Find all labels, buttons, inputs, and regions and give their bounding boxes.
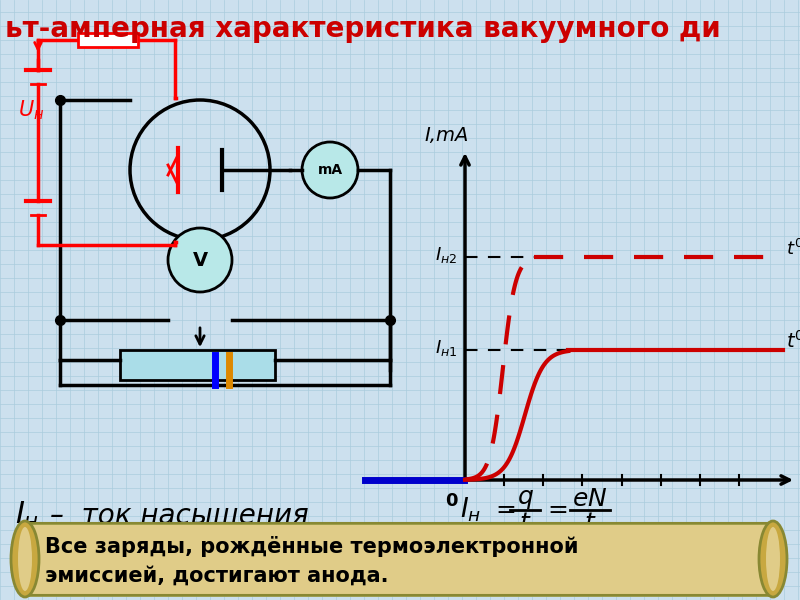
- Ellipse shape: [759, 521, 787, 597]
- Text: $I_н$: $I_н$: [15, 499, 39, 530]
- Ellipse shape: [766, 527, 780, 591]
- Ellipse shape: [18, 527, 32, 591]
- Bar: [120, 350, 275, 380]
- Text: $t$: $t$: [518, 511, 531, 535]
- Text: $q$: $q$: [517, 487, 534, 511]
- Circle shape: [302, 142, 358, 198]
- FancyBboxPatch shape: [25, 523, 773, 595]
- Bar: [78, 33, 138, 47]
- Text: эмиссией, достигают анода.: эмиссией, достигают анода.: [45, 566, 389, 586]
- Text: =: =: [495, 498, 516, 522]
- Text: $I_н$: $I_н$: [460, 496, 481, 524]
- Text: –  ток насыщения: – ток насыщения: [50, 501, 309, 529]
- Text: $t^0{}_2 > t^0{}_1$: $t^0{}_2 > t^0{}_1$: [786, 237, 800, 260]
- Text: V: V: [193, 251, 207, 269]
- Circle shape: [168, 228, 232, 292]
- Text: $U_н$: $U_н$: [18, 98, 44, 122]
- Text: mA: mA: [318, 163, 342, 177]
- Text: $t^0{}_1$: $t^0{}_1$: [786, 329, 800, 355]
- Ellipse shape: [11, 521, 39, 597]
- Text: $t$: $t$: [584, 511, 596, 535]
- Text: ьт-амперная характеристика вакуумного ди: ьт-амперная характеристика вакуумного ди: [5, 15, 721, 43]
- Text: 0: 0: [445, 492, 458, 510]
- Text: Все заряды, рождённые термоэлектронной: Все заряды, рождённые термоэлектронной: [45, 536, 578, 557]
- Text: $eN$: $eN$: [572, 487, 608, 511]
- Text: $I_{н1}$: $I_{н1}$: [434, 338, 457, 358]
- Text: =: =: [547, 498, 568, 522]
- Text: I,mA: I,mA: [425, 126, 469, 145]
- Text: $I_{н2}$: $I_{н2}$: [434, 245, 457, 265]
